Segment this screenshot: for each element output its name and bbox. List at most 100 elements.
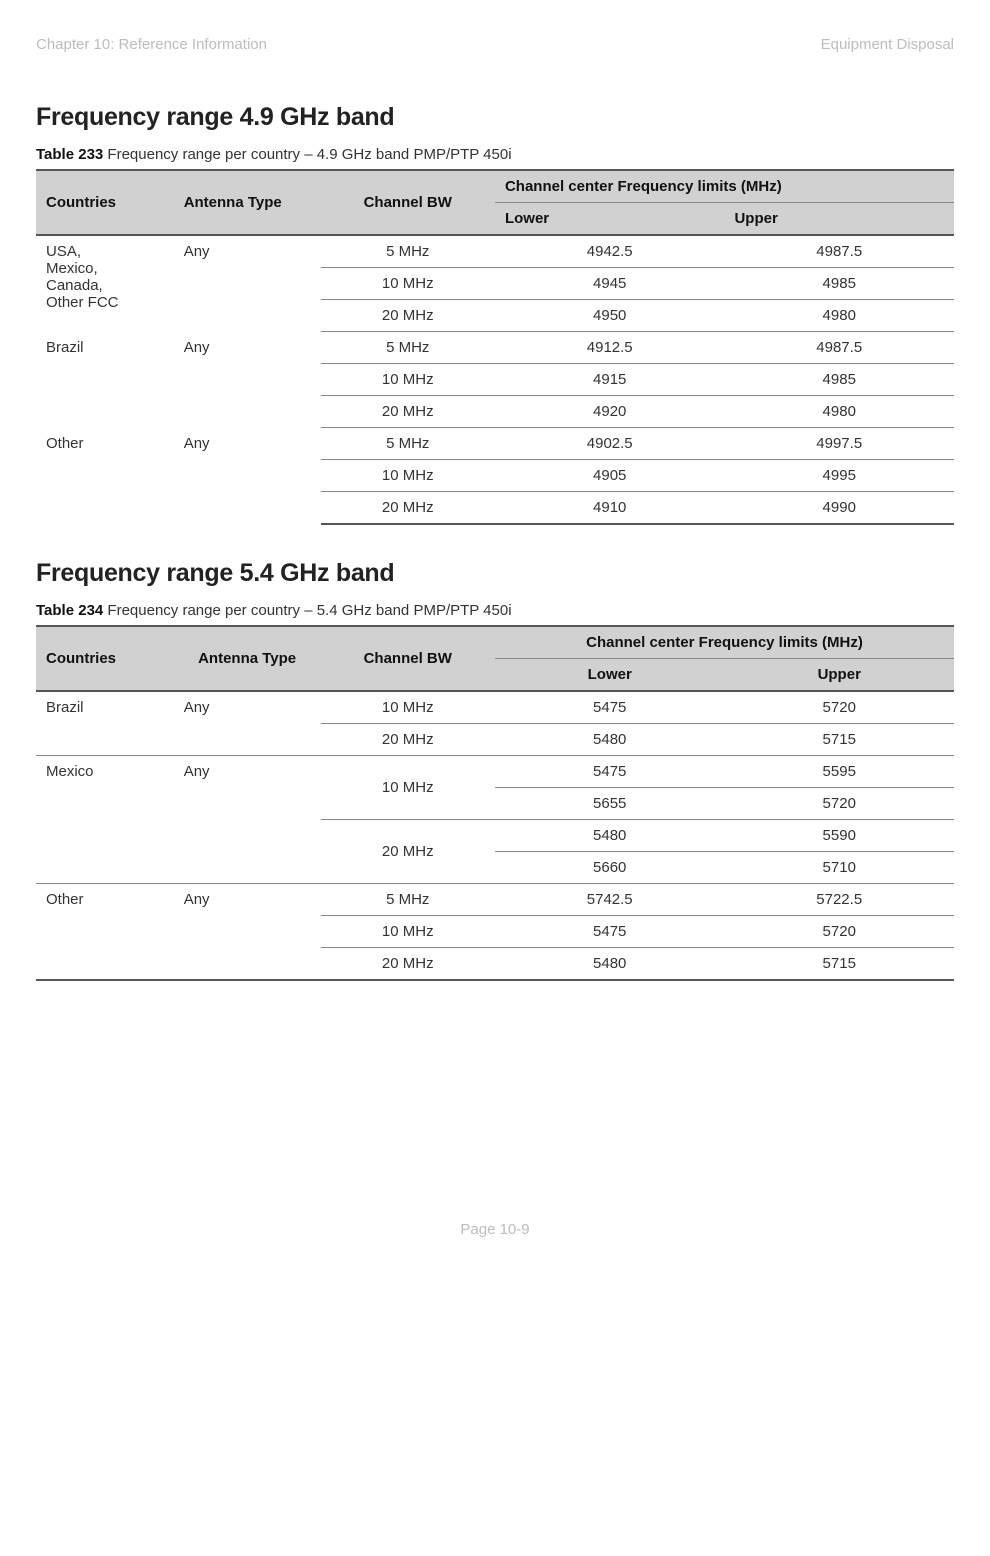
page-footer: Page 10-9 (36, 1221, 954, 1238)
cell-lower: 5475 (495, 916, 725, 948)
col-countries: Countries (36, 626, 174, 691)
cell-lower: 4912.5 (495, 332, 725, 364)
col-upper: Upper (724, 203, 954, 236)
cell-upper: 4980 (724, 300, 954, 332)
cell-lower: 5660 (495, 852, 725, 884)
table-label-233: Table 233 (36, 146, 103, 163)
cell-bw: 10 MHz (321, 460, 495, 492)
table-233-body: USA,Mexico,Canada,Other FCCAny5 MHz4942.… (36, 235, 954, 524)
col-limits: Channel center Frequency limits (MHz) (495, 626, 954, 659)
cell-lower: 4945 (495, 268, 725, 300)
col-antenna: Antenna Type (174, 170, 321, 235)
table-234-body: BrazilAny10 MHz5475572020 MHz54805715Mex… (36, 691, 954, 980)
table-row: BrazilAny10 MHz54755720 (36, 691, 954, 724)
col-lower: Lower (495, 203, 725, 236)
table-caption-text-233: Frequency range per country – 4.9 GHz ba… (103, 146, 511, 163)
table-caption-233: Table 233 Frequency range per country – … (36, 146, 954, 163)
cell-bw: 20 MHz (321, 492, 495, 525)
cell-upper: 5590 (724, 820, 954, 852)
cell-antenna: Any (174, 235, 321, 332)
table-233: Countries Antenna Type Channel BW Channe… (36, 169, 954, 525)
table-234: Countries Antenna Type Channel BW Channe… (36, 625, 954, 981)
cell-upper: 5715 (724, 948, 954, 981)
cell-upper: 4995 (724, 460, 954, 492)
cell-antenna: Any (174, 428, 321, 525)
cell-antenna: Any (174, 756, 321, 884)
cell-upper: 4980 (724, 396, 954, 428)
cell-country: USA,Mexico,Canada,Other FCC (36, 235, 174, 332)
col-limits: Channel center Frequency limits (MHz) (495, 170, 954, 203)
cell-country: Brazil (36, 332, 174, 428)
cell-lower: 4910 (495, 492, 725, 525)
cell-bw: 5 MHz (321, 884, 495, 916)
header-left: Chapter 10: Reference Information (36, 36, 267, 53)
cell-bw: 20 MHz (321, 820, 495, 884)
table-label-234: Table 234 (36, 602, 103, 619)
cell-upper: 5595 (724, 756, 954, 788)
cell-upper: 4990 (724, 492, 954, 525)
cell-upper: 4997.5 (724, 428, 954, 460)
section-title-49: Frequency range 4.9 GHz band (36, 103, 954, 132)
cell-lower: 4902.5 (495, 428, 725, 460)
cell-country: Mexico (36, 756, 174, 884)
col-lower: Lower (495, 659, 725, 692)
cell-country: Other (36, 428, 174, 525)
table-row: USA,Mexico,Canada,Other FCCAny5 MHz4942.… (36, 235, 954, 268)
col-bw: Channel BW (321, 170, 495, 235)
cell-lower: 4920 (495, 396, 725, 428)
cell-upper: 4987.5 (724, 332, 954, 364)
cell-lower: 5480 (495, 948, 725, 981)
cell-lower: 4950 (495, 300, 725, 332)
table-caption-text-234: Frequency range per country – 5.4 GHz ba… (103, 602, 511, 619)
cell-lower: 5655 (495, 788, 725, 820)
cell-bw: 10 MHz (321, 691, 495, 724)
cell-upper: 5720 (724, 788, 954, 820)
cell-bw: 20 MHz (321, 396, 495, 428)
cell-upper: 5720 (724, 691, 954, 724)
table-row: OtherAny5 MHz4902.54997.5 (36, 428, 954, 460)
cell-country: Other (36, 884, 174, 981)
cell-upper: 4987.5 (724, 235, 954, 268)
cell-bw: 10 MHz (321, 268, 495, 300)
cell-lower: 4942.5 (495, 235, 725, 268)
col-upper: Upper (724, 659, 954, 692)
cell-bw: 5 MHz (321, 332, 495, 364)
section-title-54: Frequency range 5.4 GHz band (36, 559, 954, 588)
cell-bw: 20 MHz (321, 948, 495, 981)
col-countries: Countries (36, 170, 174, 235)
cell-bw: 5 MHz (321, 235, 495, 268)
cell-antenna: Any (174, 332, 321, 428)
cell-bw: 10 MHz (321, 756, 495, 820)
cell-antenna: Any (174, 884, 321, 981)
table-row: MexicoAny10 MHz54755595 (36, 756, 954, 788)
cell-upper: 4985 (724, 364, 954, 396)
cell-upper: 4985 (724, 268, 954, 300)
table-234-head: Countries Antenna Type Channel BW Channe… (36, 626, 954, 691)
col-antenna: Antenna Type (174, 626, 321, 691)
cell-bw: 10 MHz (321, 364, 495, 396)
cell-upper: 5710 (724, 852, 954, 884)
header-right: Equipment Disposal (821, 36, 954, 53)
cell-upper: 5720 (724, 916, 954, 948)
table-caption-234: Table 234 Frequency range per country – … (36, 602, 954, 619)
cell-bw: 20 MHz (321, 724, 495, 756)
cell-lower: 5480 (495, 820, 725, 852)
cell-bw: 20 MHz (321, 300, 495, 332)
cell-country: Brazil (36, 691, 174, 756)
cell-lower: 5742.5 (495, 884, 725, 916)
cell-bw: 5 MHz (321, 428, 495, 460)
cell-bw: 10 MHz (321, 916, 495, 948)
cell-lower: 5475 (495, 756, 725, 788)
page-header: Chapter 10: Reference Information Equipm… (36, 36, 954, 53)
cell-lower: 5475 (495, 691, 725, 724)
table-row: BrazilAny5 MHz4912.54987.5 (36, 332, 954, 364)
cell-lower: 4905 (495, 460, 725, 492)
cell-upper: 5722.5 (724, 884, 954, 916)
cell-antenna: Any (174, 691, 321, 756)
table-233-head: Countries Antenna Type Channel BW Channe… (36, 170, 954, 235)
col-bw: Channel BW (321, 626, 495, 691)
table-row: OtherAny5 MHz5742.55722.5 (36, 884, 954, 916)
cell-upper: 5715 (724, 724, 954, 756)
cell-lower: 4915 (495, 364, 725, 396)
cell-lower: 5480 (495, 724, 725, 756)
